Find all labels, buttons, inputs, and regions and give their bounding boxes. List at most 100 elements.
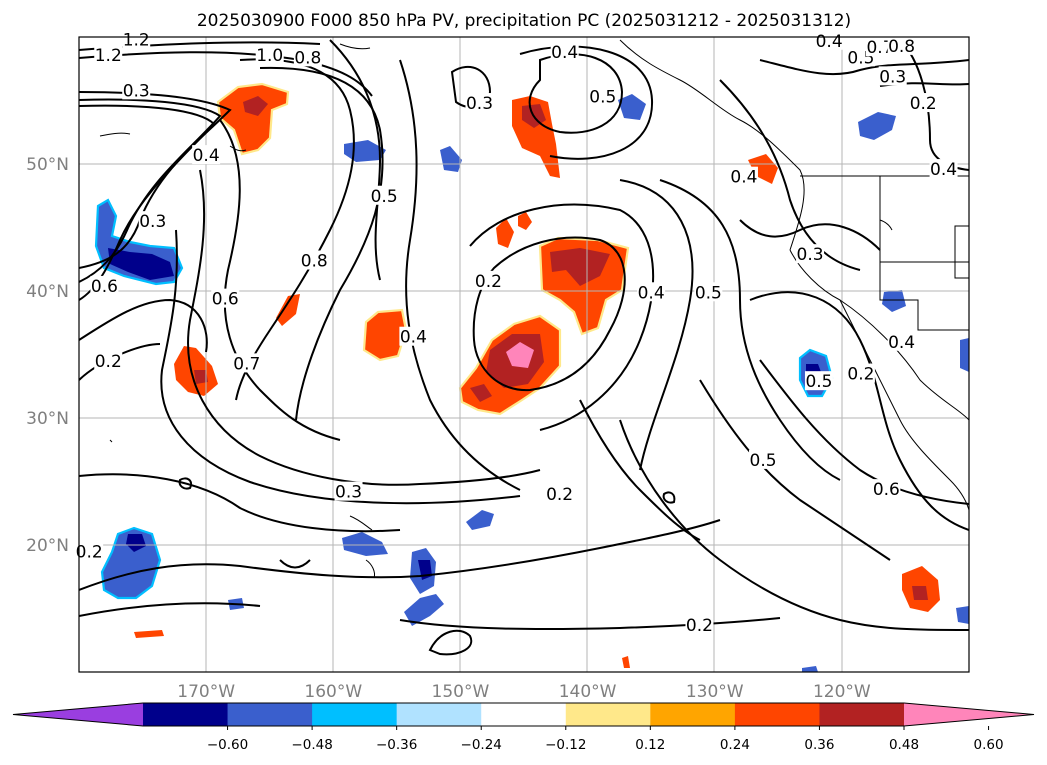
lat-tick-label: 20°N bbox=[26, 536, 69, 556]
contour-label: 0.3 bbox=[123, 81, 150, 101]
contour-label: 0.5 bbox=[750, 451, 777, 471]
pv-contours bbox=[79, 39, 969, 656]
colorbar-lower-extend bbox=[13, 703, 143, 726]
colorbar-outline bbox=[12, 702, 1035, 727]
contour-label: 0.4 bbox=[638, 283, 665, 303]
contour-label: 0.5 bbox=[695, 283, 722, 303]
colorbar-swatch bbox=[227, 703, 313, 726]
contour-label-backdrop bbox=[866, 37, 894, 57]
colorbar-tick-label: −0.36 bbox=[376, 737, 417, 753]
contour-label: 0.8 bbox=[301, 252, 328, 272]
contour-label: 0.2 bbox=[475, 272, 502, 292]
map-title: 2025030900 F000 850 hPa PV, precipitatio… bbox=[197, 11, 851, 31]
colorbar-tick-label: −0.60 bbox=[207, 737, 248, 753]
contour-label-backdrop bbox=[637, 282, 666, 302]
contour-label: 0.4 bbox=[816, 32, 843, 52]
contour-label-backdrop bbox=[75, 541, 104, 561]
lat-tick-label: 50°N bbox=[26, 155, 69, 175]
map-frame bbox=[78, 36, 970, 673]
colorbar-swatch bbox=[312, 703, 398, 726]
contour-label-backdrop bbox=[90, 275, 119, 295]
colorbar-swatch bbox=[565, 703, 651, 726]
contour-label-backdrop bbox=[815, 30, 844, 50]
lon-tick-label: 130°W bbox=[686, 682, 744, 702]
contour-label-backdrop bbox=[94, 350, 123, 370]
contour-label: 0.6 bbox=[212, 290, 239, 310]
latitude-tick-labels: 20°N 30°N 40°N 50°N bbox=[26, 155, 69, 556]
contour-label-backdrop bbox=[545, 484, 574, 504]
colorbar-swatch bbox=[734, 703, 820, 726]
contour-label-backdrop bbox=[729, 166, 758, 186]
contour-label: 0.4 bbox=[400, 328, 427, 348]
contour-label: 0.2 bbox=[686, 616, 713, 636]
contour-label-backdrop bbox=[887, 331, 916, 351]
colorbar-tick-label: −0.12 bbox=[545, 737, 586, 753]
contour-label: 0.3 bbox=[879, 67, 906, 87]
contour-label-backdrop bbox=[872, 479, 901, 499]
colorbar-swatch bbox=[143, 703, 229, 726]
contour-label: 1.2 bbox=[123, 31, 150, 51]
contour-label-backdrop bbox=[211, 288, 240, 308]
contour-label-backdrop bbox=[929, 159, 958, 179]
colorbar-swatch bbox=[650, 703, 736, 726]
lat-tick-label: 30°N bbox=[26, 409, 69, 429]
contour-label: 0.3 bbox=[797, 245, 824, 265]
contour-label-backdrop bbox=[588, 86, 617, 106]
colorbar-tick-labels: −0.60 −0.48 −0.36 −0.24 −0.12 0.12 0.24 0.36 0.4… bbox=[207, 726, 1004, 753]
contour-label-backdrop bbox=[232, 353, 261, 373]
lat-tick-label: 40°N bbox=[26, 282, 69, 302]
colorbar-tick-label: −0.48 bbox=[291, 737, 332, 753]
lon-tick-label: 120°W bbox=[813, 682, 871, 702]
contour-label-backdrop bbox=[846, 363, 875, 383]
contour-label: 0.2 bbox=[95, 352, 122, 372]
colorbar-tick-label: 0.36 bbox=[804, 737, 834, 753]
contour-label-backdrop bbox=[293, 47, 322, 67]
colorbar-tick-label: 0.24 bbox=[720, 737, 750, 753]
colorbar-tick-label: 0.48 bbox=[889, 737, 919, 753]
contour-label-backdrop bbox=[878, 66, 907, 86]
lon-tick-label: 140°W bbox=[559, 682, 617, 702]
contour-label: 0.4 bbox=[193, 146, 220, 166]
contour-label: 0.3 bbox=[466, 94, 493, 114]
contour-label: 0.2 bbox=[910, 94, 937, 114]
colorbar-tick-label: 0.60 bbox=[974, 737, 1004, 753]
contour-label: 0.5 bbox=[589, 88, 616, 108]
contour-label: 0.3 bbox=[139, 212, 166, 232]
contour-label-backdrop bbox=[122, 80, 151, 100]
lon-tick-label: 170°W bbox=[177, 682, 235, 702]
contour-label: 0.6 bbox=[873, 480, 900, 500]
colorbar-swatch bbox=[481, 703, 567, 726]
contour-label-backdrop bbox=[94, 44, 123, 64]
contour-label: 0.8 bbox=[888, 37, 915, 57]
contour-label: 0.7 bbox=[233, 354, 260, 374]
contour-label-backdrop bbox=[370, 185, 399, 205]
contour-label: 0.4 bbox=[930, 160, 957, 180]
contour-label: 1.2 bbox=[95, 46, 122, 66]
contour-label: 0.2 bbox=[76, 542, 103, 562]
contour-label: 0.6 bbox=[91, 277, 118, 297]
contour-label-backdrop bbox=[465, 93, 494, 113]
contour-label-backdrop bbox=[909, 93, 938, 113]
contour-label-backdrop bbox=[749, 449, 778, 469]
contour-label-backdrop bbox=[334, 481, 363, 501]
contour-label-backdrop bbox=[122, 29, 151, 49]
contour-label: 0.2 bbox=[546, 485, 573, 505]
contour-label-backdrop bbox=[550, 42, 579, 62]
contour-label-backdrop bbox=[474, 270, 503, 290]
contour-label-backdrop bbox=[694, 282, 723, 302]
colorbar-swatch bbox=[819, 703, 905, 726]
contour-label-backdrop bbox=[804, 371, 833, 391]
contour-label-backdrop bbox=[138, 211, 167, 231]
lon-tick-label: 150°W bbox=[432, 682, 490, 702]
colorbar bbox=[12, 702, 1035, 727]
longitude-tick-labels: 170°W 160°W 150°W 140°W 130°W 120°W bbox=[177, 682, 871, 702]
colorbar-swatch bbox=[396, 703, 482, 726]
coastlines bbox=[99, 39, 969, 579]
contour-label: 0.5 bbox=[805, 372, 832, 392]
contour-label: 1.0 bbox=[256, 46, 283, 66]
contour-label: 0.2 bbox=[847, 365, 874, 385]
contour-label-backdrop bbox=[300, 250, 329, 270]
precipitation-shading bbox=[96, 84, 969, 672]
precipitation-rims bbox=[94, 82, 834, 600]
